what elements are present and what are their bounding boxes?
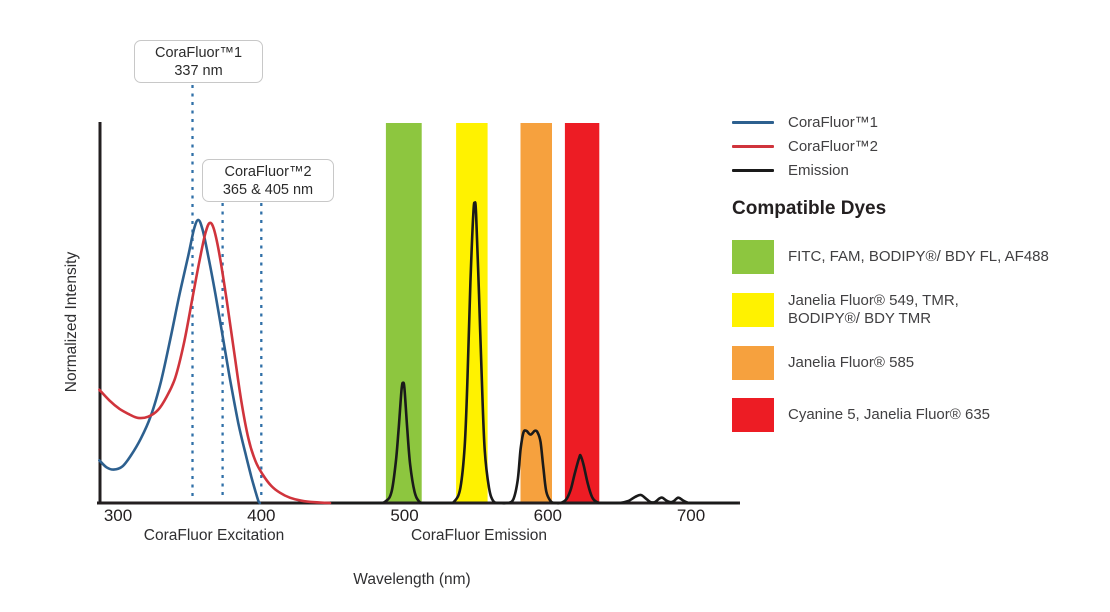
filter-band-red — [564, 123, 600, 503]
legend-item-label: Emission — [788, 161, 849, 179]
corafluor1-excitation-curve — [98, 218, 262, 505]
legend-item-label: CoraFluor™2 — [788, 137, 879, 155]
legend-item: CoraFluor™1 — [732, 113, 879, 131]
annotation-title: CoraFluor™1 — [154, 44, 243, 61]
compatible-dyes-heading: Compatible Dyes — [732, 198, 887, 219]
dye-label: Janelia Fluor® 549, TMR, BODIPY®/ BDY TMR — [788, 292, 959, 327]
y-axis-label: Normalized Intensity — [63, 251, 80, 393]
legend-item-label: CoraFluor™1 — [788, 113, 879, 131]
filter-band-orange — [520, 123, 552, 503]
x-tick-400: 400 — [247, 506, 275, 525]
x-tick-600: 600 — [534, 506, 562, 525]
filter-band-green — [385, 123, 422, 503]
emission-curve — [331, 201, 739, 505]
dye-row-red: Cyanine 5, Janelia Fluor® 635 — [732, 398, 1049, 432]
dye-row-orange: Janelia Fluor® 585 — [732, 346, 1049, 380]
spectra-chart: 300 400 500 600 700 — [97, 85, 740, 525]
legend-line-sample — [732, 120, 774, 124]
dye-swatch-yellow — [732, 293, 774, 327]
dye-swatch-red — [732, 398, 774, 432]
x-tick-300: 300 — [104, 506, 132, 525]
legend-item: Emission — [732, 161, 878, 179]
series-legend: CoraFluor™1 CoraFluor™2 Emission — [732, 114, 878, 186]
dye-label: Janelia Fluor® 585 — [788, 354, 915, 371]
dye-label: Cyanine 5, Janelia Fluor® 635 — [788, 406, 991, 423]
legend-line-sample — [732, 168, 774, 172]
x-section-label-excitation: CoraFluor Excitation — [143, 527, 285, 544]
dye-swatch-green — [732, 240, 774, 274]
annotation-title: CoraFluor™2 — [224, 163, 312, 180]
annotation-box-corafluor1: CoraFluor™1 337 nm — [134, 40, 263, 83]
dye-row-green: FITC, FAM, BODIPY®/ BDY FL, AF488 — [732, 240, 1049, 274]
legend-item: CoraFluor™2 — [732, 137, 879, 155]
compatible-dyes-list: FITC, FAM, BODIPY®/ BDY FL, AF488 Janelia… — [732, 240, 1049, 450]
dye-label: FITC, FAM, BODIPY®/ BDY FL, AF488 — [788, 248, 1049, 265]
x-tick-700: 700 — [677, 506, 705, 525]
dye-row-yellow: Janelia Fluor® 549, TMR, BODIPY®/ BDY TMR — [732, 292, 1049, 328]
legend-line-sample — [732, 144, 774, 148]
corafluor2-excitation-curve — [98, 221, 332, 505]
annotation-box-corafluor2: CoraFluor™2 365 & 405 nm — [202, 159, 334, 202]
x-section-label-emission: CoraFluor Emission — [410, 527, 548, 544]
dye-swatch-orange — [732, 346, 774, 380]
x-tick-500: 500 — [390, 506, 418, 525]
annotation-value: 337 nm — [174, 62, 223, 79]
annotation-value: 365 & 405 nm — [222, 181, 314, 198]
x-axis-label: Wavelength (nm) — [353, 571, 471, 588]
filter-band-yellow — [456, 123, 488, 503]
